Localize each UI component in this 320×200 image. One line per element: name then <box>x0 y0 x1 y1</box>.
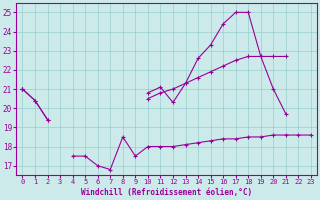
X-axis label: Windchill (Refroidissement éolien,°C): Windchill (Refroidissement éolien,°C) <box>81 188 252 197</box>
